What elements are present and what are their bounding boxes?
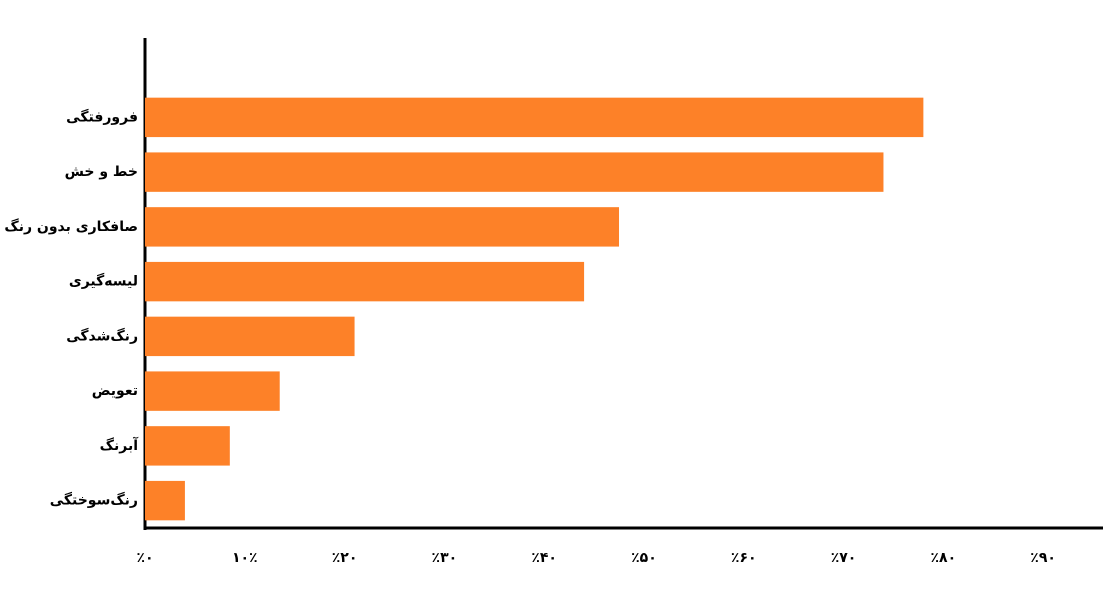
x-tick-label: ٪۰ (136, 550, 153, 566)
bar (145, 152, 884, 192)
y-tick-label: آبرنگ (100, 436, 140, 454)
y-tick-label: لیسه‌گیری (69, 273, 138, 290)
x-tick-label: ٪۶۰ (731, 550, 757, 566)
bar (145, 97, 924, 138)
y-tick-label: رنگ‌سوختگی (50, 492, 138, 509)
bar (145, 371, 280, 411)
x-tick-label: ٪۷۰ (831, 550, 857, 566)
x-tick-label: ٪۹۰ (1030, 550, 1056, 566)
bar (145, 480, 185, 521)
bar (145, 426, 230, 466)
y-tick-label: صافکاری بدون رنگ (4, 218, 138, 235)
bar (145, 261, 585, 302)
y-tick-label: رنگ‌شدگی (66, 327, 138, 344)
bar (145, 207, 620, 247)
x-tick-label: ۱۰٪ (232, 550, 258, 566)
y-tick-label: خط و خش (65, 164, 138, 180)
x-tick-label: ٪۵۰ (631, 550, 657, 566)
bar (145, 316, 355, 357)
x-tick-label: ٪۳۰ (432, 550, 458, 566)
x-tick-label: ٪۲۰ (332, 550, 358, 566)
y-tick-label: فرورفتگی (66, 108, 138, 125)
x-tick-label: ٪۸۰ (931, 550, 957, 566)
x-tick-label: ٪۴۰ (531, 550, 557, 566)
y-tick-label: تعویض (92, 383, 138, 399)
